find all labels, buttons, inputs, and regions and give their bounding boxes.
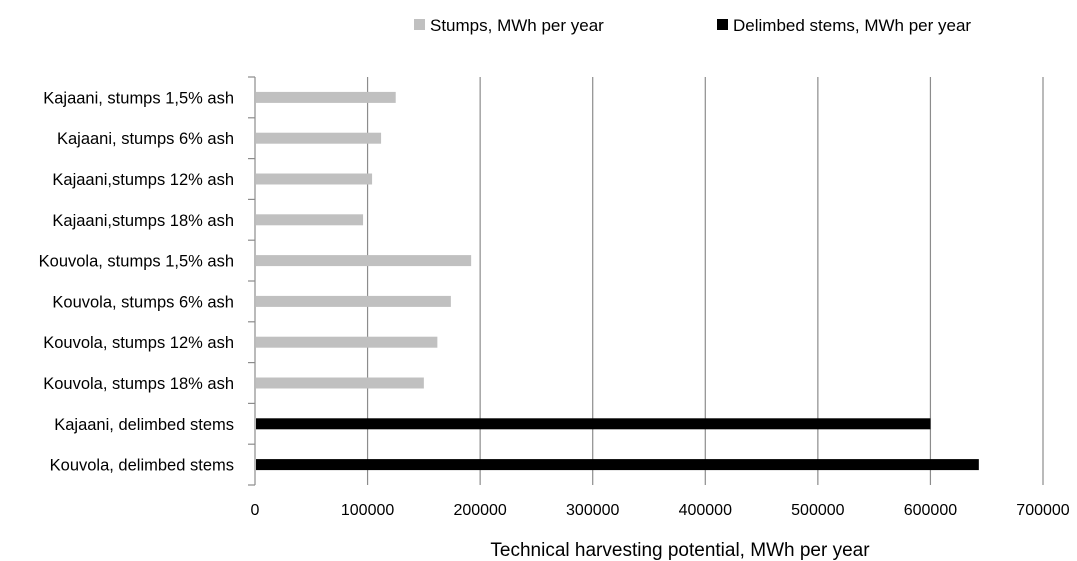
- bar: [256, 336, 438, 348]
- y-category-labels: Kajaani, stumps 1,5% ash Kajaani, stumps …: [39, 89, 234, 474]
- y-category-label: Kajaani, stumps 6% ash: [57, 130, 234, 148]
- x-tick-label: 100000: [341, 502, 394, 519]
- bar: [256, 91, 396, 103]
- y-category-label: Kajaani,stumps 18% ash: [52, 212, 234, 230]
- x-tick-label: 300000: [566, 502, 619, 519]
- x-tick-label: 200000: [453, 502, 506, 519]
- legend: Stumps, MWh per year Delimbed stems, MWh …: [414, 16, 971, 35]
- gridlines: [366, 77, 1044, 485]
- x-tick-label: 0: [251, 502, 260, 519]
- bar: [256, 418, 931, 430]
- legend-label: Delimbed stems, MWh per year: [733, 16, 971, 35]
- bar: [256, 173, 373, 185]
- bar: [256, 295, 451, 307]
- y-category-label: Kajaani, delimbed stems: [54, 416, 234, 434]
- x-axis-title: Technical harvesting potential, MWh per …: [490, 540, 870, 561]
- bars: [256, 91, 979, 471]
- x-tick-labels: 0 100000 200000 300000 400000 500000 600000 700…: [251, 502, 1070, 519]
- y-category-label: Kouvola, stumps 6% ash: [52, 293, 234, 311]
- y-category-label: Kajaani, stumps 1,5% ash: [43, 89, 234, 107]
- x-tick-label: 700000: [1016, 502, 1069, 519]
- x-tick-label: 600000: [904, 502, 957, 519]
- bar: [256, 459, 979, 471]
- bar: [256, 255, 472, 267]
- legend-swatch: [717, 19, 728, 30]
- y-category-label: Kouvola, stumps 18% ash: [43, 375, 234, 393]
- y-category-label: Kouvola, stumps 12% ash: [43, 334, 234, 352]
- bar: [256, 214, 364, 226]
- y-category-label: Kouvola, delimbed stems: [50, 457, 234, 475]
- axes: [248, 76, 256, 486]
- legend-label: Stumps, MWh per year: [430, 16, 604, 35]
- y-category-label: Kajaani,stumps 12% ash: [52, 171, 234, 189]
- x-tick-label: 500000: [791, 502, 844, 519]
- legend-swatch: [414, 19, 425, 30]
- y-category-label: Kouvola, stumps 1,5% ash: [39, 253, 234, 271]
- x-tick-label: 400000: [679, 502, 732, 519]
- bar: [256, 377, 424, 389]
- bar: [256, 132, 382, 144]
